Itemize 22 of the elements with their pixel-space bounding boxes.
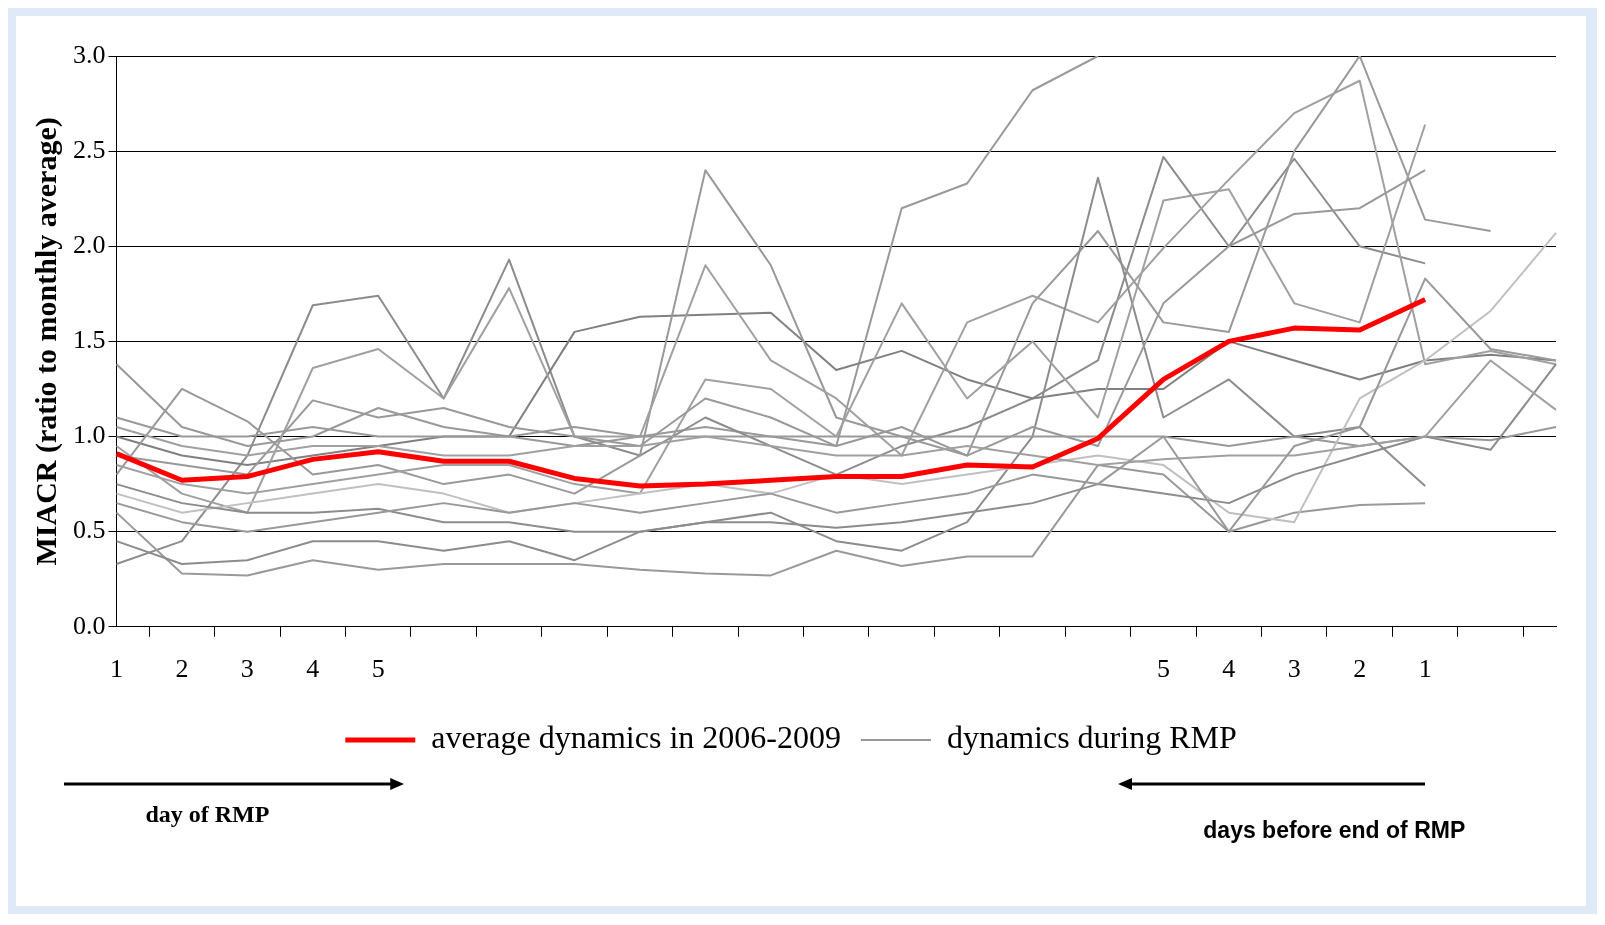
x-tick-label: 4: [306, 654, 320, 684]
x-tick-label: 1: [1418, 654, 1432, 684]
y-axis-title: MIACR (ratio to monthly average): [28, 117, 63, 566]
x-tick-label: 5: [1156, 654, 1170, 684]
legend-label: dynamics during RMP: [946, 719, 1237, 756]
legend-label: average dynamics in 2006-2009: [431, 719, 841, 756]
text: day of RMP: [145, 801, 270, 828]
y-tick-label: 2.0: [73, 230, 106, 260]
y-tick-label: 0.0: [73, 610, 106, 640]
x-tick-label: 2: [1353, 654, 1367, 684]
x-tick-label: 4: [1222, 654, 1236, 684]
y-tick-label: 1.0: [73, 420, 106, 450]
text: days before end of RMP: [1203, 817, 1466, 844]
x-tick-label: 5: [371, 654, 385, 684]
y-tick-label: 1.5: [73, 325, 106, 355]
x-tick-label: 3: [240, 654, 254, 684]
x-tick-label: 2: [175, 654, 189, 684]
x-tick-label: 1: [110, 654, 123, 684]
y-tick-label: 2.5: [73, 134, 106, 164]
y-tick-label: 3.0: [73, 39, 106, 69]
y-tick-label: 0.5: [73, 515, 106, 545]
x-tick-label: 3: [1287, 654, 1301, 684]
